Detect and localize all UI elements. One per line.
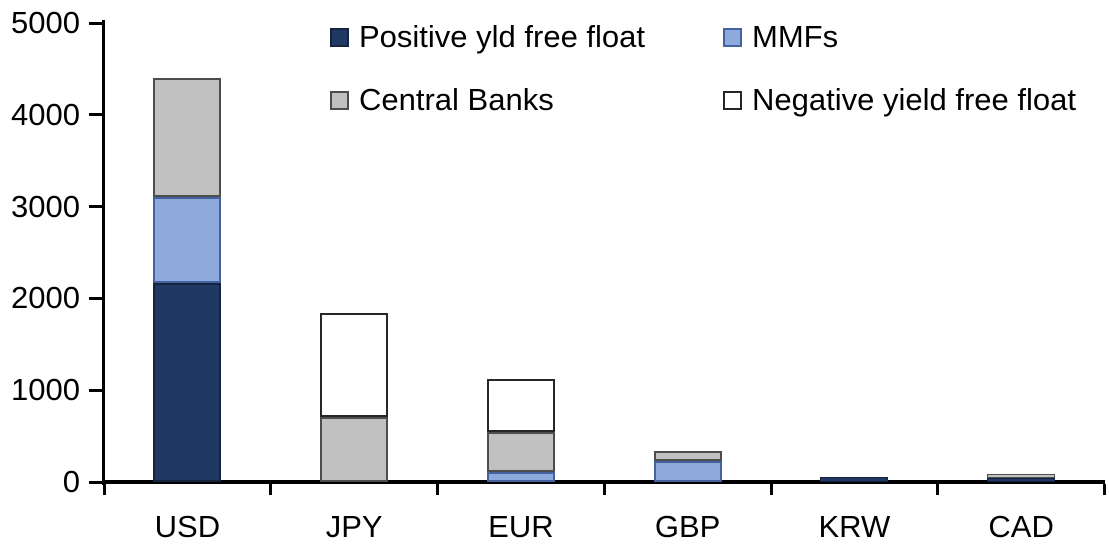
x-axis-line (101, 480, 1105, 484)
legend-swatch-central-banks-icon (330, 90, 349, 110)
y-axis-tick-label: 1000 (11, 372, 80, 408)
legend-item-central-banks: Central Banks (330, 81, 554, 119)
y-axis-tick (89, 113, 104, 117)
x-axis-tick (1103, 484, 1106, 495)
legend-swatch-mmfs-icon (723, 27, 742, 47)
y-axis-tick (89, 480, 104, 484)
y-axis-tick (89, 388, 104, 392)
x-axis-tick (102, 484, 106, 495)
category-label-jpy: JPY (325, 509, 383, 544)
y-axis-tick-label: 0 (62, 464, 80, 499)
bar-segment-gbp-mmfs (653, 461, 722, 482)
y-axis-tick (89, 205, 104, 209)
legend-label-negative-yield-free-float: Negative yield free float (752, 82, 1076, 117)
legend-label-positive-yld-free-float: Positive yld free float (359, 19, 646, 54)
bar-segment-gbp-central-banks (653, 451, 722, 462)
bar-segment-krw-positive-yld-free-float (820, 477, 889, 482)
legend-label-mmfs: MMFs (752, 19, 839, 54)
bar-segment-usd-central-banks (153, 78, 222, 197)
y-axis-tick-label: 2000 (11, 280, 80, 316)
y-axis-tick-label: 4000 (11, 96, 80, 132)
x-axis-tick (769, 484, 773, 495)
legend-item-positive-yld-free-float: Positive yld free float (330, 18, 645, 56)
x-axis-tick (436, 484, 439, 495)
category-label-krw: KRW (818, 509, 891, 544)
x-axis-tick (269, 484, 273, 495)
bar-segment-eur-negative-yield-free-float (486, 379, 555, 432)
bar-segment-jpy-central-banks (320, 416, 389, 482)
bar-segment-eur-mmfs (486, 471, 555, 482)
bar-segment-usd-mmfs (153, 196, 222, 283)
legend-item-negative-yield-free-float: Negative yield free float (723, 81, 1076, 119)
category-label-eur: EUR (488, 509, 554, 544)
bar-segment-jpy-negative-yield-free-float (320, 313, 389, 417)
y-axis-tick (89, 296, 104, 300)
bar-segment-usd-positive-yld-free-float (153, 282, 222, 482)
legend-swatch-positive-yld-free-float-icon (330, 27, 349, 47)
x-axis-tick (602, 484, 606, 495)
bar-segment-cad-central-banks (987, 473, 1056, 479)
y-axis-tick (89, 21, 104, 25)
legend-label-central-banks: Central Banks (359, 82, 554, 117)
y-axis-line (101, 20, 105, 485)
legend-item-mmfs: MMFs (723, 18, 838, 56)
category-label-cad: CAD (988, 509, 1054, 544)
bar-segment-eur-central-banks (486, 431, 555, 472)
legend-swatch-negative-yield-free-float-icon (723, 90, 742, 110)
x-axis-tick (936, 484, 940, 495)
category-label-usd: USD (154, 509, 221, 544)
y-axis-tick-label: 5000 (11, 5, 80, 40)
category-label-gbp: GBP (654, 509, 721, 544)
bar-segment-cad-positive-yld-free-float (987, 478, 1056, 482)
y-axis-tick-label: 3000 (11, 188, 80, 224)
